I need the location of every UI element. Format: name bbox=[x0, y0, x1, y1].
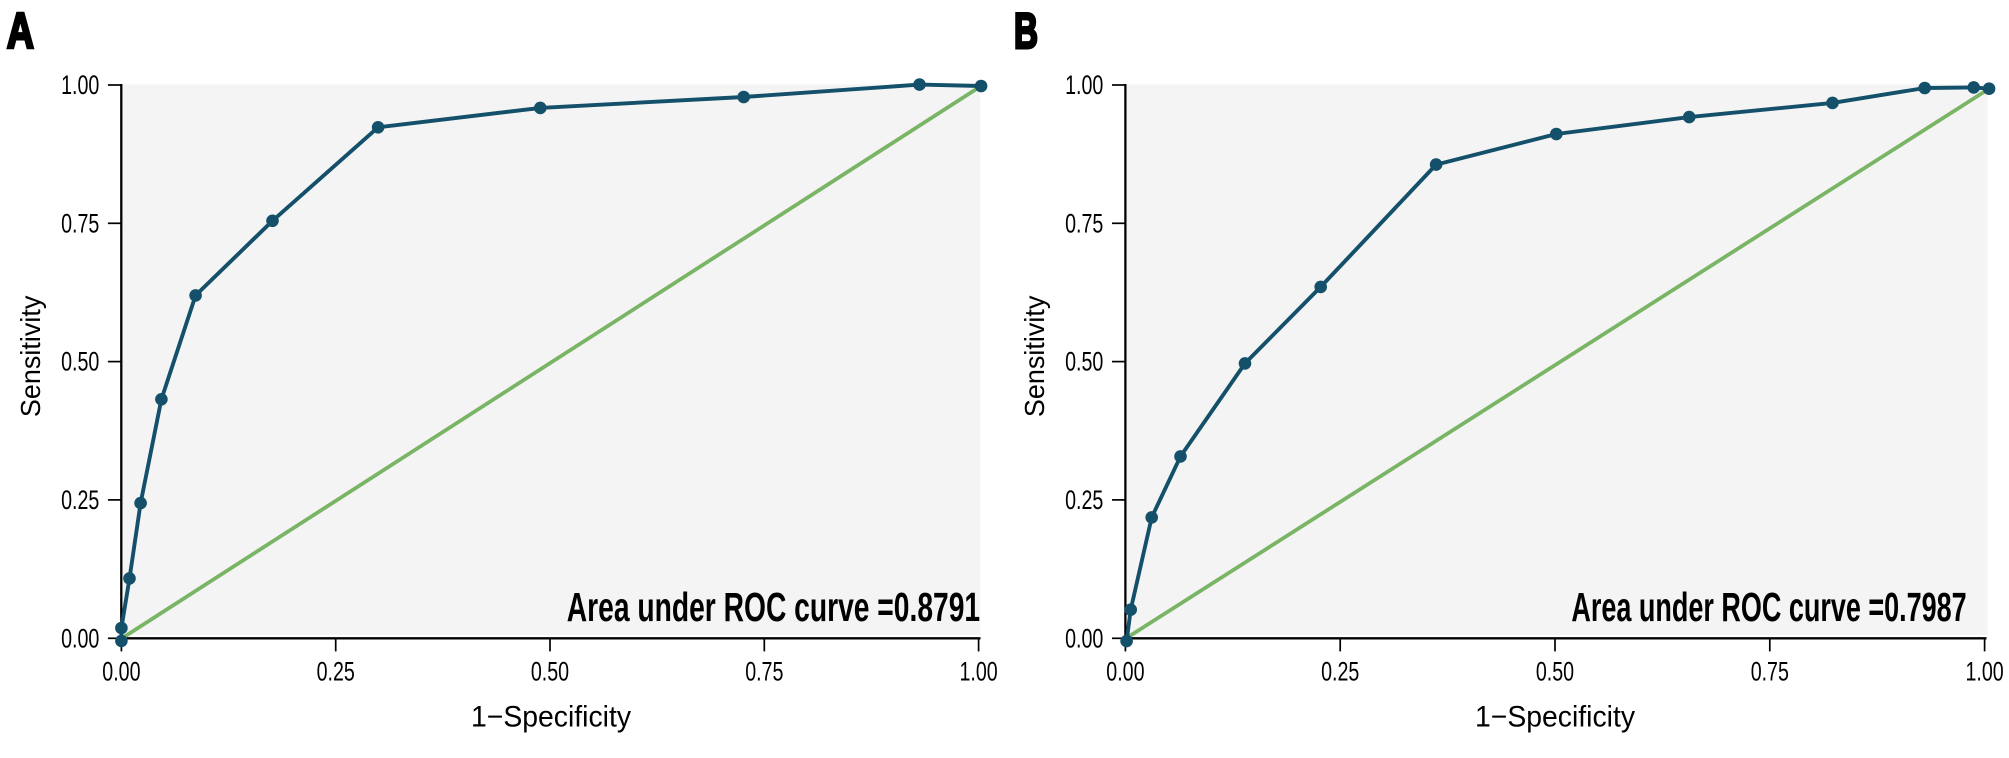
svg-text:0.50: 0.50 bbox=[1065, 347, 1103, 377]
svg-text:0.50: 0.50 bbox=[531, 657, 569, 687]
svg-text:A: A bbox=[7, 2, 34, 59]
svg-text:1−Specificity: 1−Specificity bbox=[471, 700, 631, 733]
svg-text:0.75: 0.75 bbox=[745, 657, 783, 687]
svg-text:0.75: 0.75 bbox=[61, 208, 99, 238]
svg-text:0.00: 0.00 bbox=[61, 623, 99, 653]
svg-text:0.25: 0.25 bbox=[1065, 485, 1103, 515]
svg-text:Area under ROC curve =0.7987: Area under ROC curve =0.7987 bbox=[1571, 584, 1966, 630]
svg-text:1−Specificity: 1−Specificity bbox=[1475, 700, 1635, 733]
svg-text:B: B bbox=[1014, 2, 1038, 59]
svg-text:1.00: 1.00 bbox=[960, 657, 998, 687]
svg-text:1.00: 1.00 bbox=[1966, 657, 2004, 687]
svg-text:0.25: 0.25 bbox=[317, 657, 355, 687]
svg-text:0.00: 0.00 bbox=[102, 657, 140, 687]
svg-text:1.00: 1.00 bbox=[61, 70, 99, 100]
svg-text:0.25: 0.25 bbox=[1321, 657, 1359, 687]
svg-text:0.50: 0.50 bbox=[1536, 657, 1574, 687]
svg-text:0.00: 0.00 bbox=[1065, 623, 1103, 653]
svg-text:0.75: 0.75 bbox=[1065, 208, 1103, 238]
svg-text:0.75: 0.75 bbox=[1751, 657, 1789, 687]
svg-text:Sensitivity: Sensitivity bbox=[15, 296, 46, 418]
svg-text:0.50: 0.50 bbox=[61, 347, 99, 377]
svg-text:0.25: 0.25 bbox=[61, 485, 99, 515]
svg-text:1.00: 1.00 bbox=[1065, 70, 1103, 100]
svg-text:Area under ROC curve =0.8791: Area under ROC curve =0.8791 bbox=[567, 584, 980, 630]
svg-text:Sensitivity: Sensitivity bbox=[1019, 296, 1050, 418]
svg-text:0.00: 0.00 bbox=[1106, 657, 1144, 687]
